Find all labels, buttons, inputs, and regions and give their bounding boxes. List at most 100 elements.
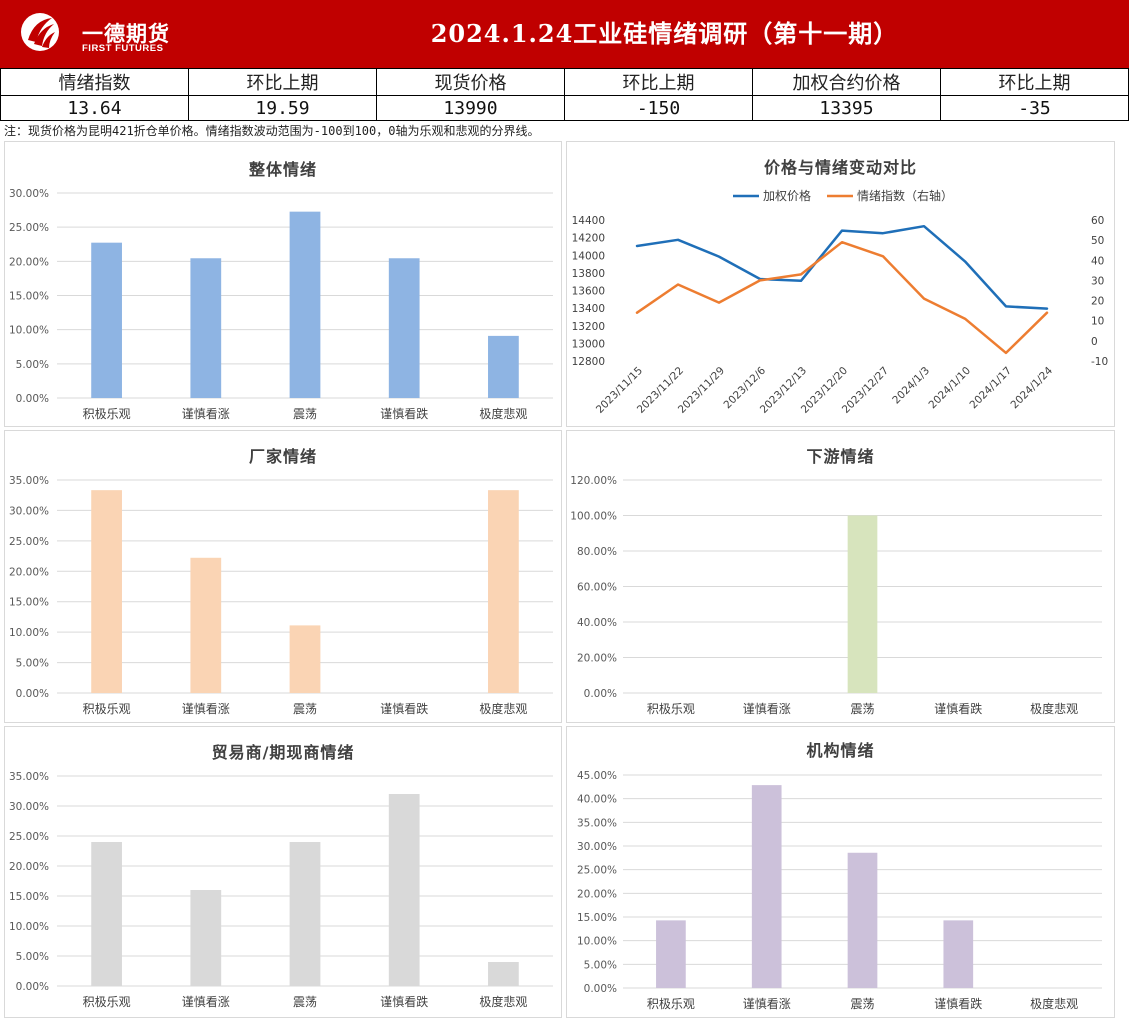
- category-label: 积极乐观: [83, 995, 131, 1009]
- y-tick-label: 0.00%: [16, 981, 49, 993]
- bar: [488, 962, 519, 986]
- bar: [488, 490, 519, 693]
- y-tick-label: 15.00%: [9, 597, 49, 609]
- category-label: 谨慎看涨: [182, 406, 230, 421]
- category-label: 谨慎看跌: [380, 406, 428, 421]
- y-tick-label: 40.00%: [577, 617, 617, 629]
- right-axis-tick-label: 10: [1091, 316, 1104, 328]
- x-tick-label: 2024/1/3: [890, 365, 932, 407]
- page-title: 2024.1.24工业硅情绪调研（第十一期）: [430, 19, 899, 48]
- summary-header-cell: 环比上期: [564, 68, 753, 96]
- summary-header-cell: 环比上期: [940, 68, 1129, 96]
- y-tick-label: 0.00%: [584, 688, 617, 700]
- company-logo: 一德期货 FIRST FUTURES: [20, 10, 180, 58]
- y-tick-label: 100.00%: [570, 511, 617, 523]
- summary-value-cell: -35: [940, 95, 1129, 121]
- factory-sentiment-chart: 0.00% 5.00% 10.00% 15.00% 20.00% 25.00% 30.00%…: [9, 475, 553, 716]
- footnote: 注：现货价格为昆明421折仓单价格。情绪指数波动范围为-100到100，0轴为乐…: [4, 124, 540, 138]
- y-tick-label: 10.00%: [9, 325, 49, 337]
- category-label: 谨慎看涨: [182, 994, 230, 1009]
- category-label: 极度悲观: [479, 701, 527, 716]
- summary-value-cell: 13.64: [0, 95, 189, 121]
- category-label: 谨慎看跌: [380, 994, 428, 1009]
- downstream-sentiment-chart: 0.00% 20.00% 40.00% 60.00% 80.00% 100.00% 120.…: [570, 475, 1102, 716]
- y-tick-label: 15.00%: [577, 912, 617, 924]
- downstream-sentiment-panel: 下游情绪 0.00% 20.00% 40.00% 60.00% 80.00% 100.00…: [566, 430, 1115, 723]
- y-tick-label: 35.00%: [9, 771, 49, 783]
- summary-value-cell: 19.59: [188, 95, 377, 121]
- y-tick-label: 30.00%: [9, 801, 49, 813]
- chart-title: 贸易商/期现商情绪: [211, 743, 355, 762]
- left-axis-tick-label: 13600: [572, 286, 605, 298]
- bar: [488, 335, 519, 398]
- y-tick-label: 15.00%: [9, 891, 49, 903]
- x-tick-label: 2024/1/17: [968, 365, 1015, 412]
- bar: [289, 842, 321, 986]
- logo-emblem-icon: [21, 13, 59, 51]
- summary-table: 情绪指数 环比上期 现货价格 环比上期 加权合约价格 环比上期 13.64 19…: [0, 68, 1129, 121]
- y-tick-label: 35.00%: [9, 475, 49, 487]
- bar: [943, 920, 974, 988]
- y-tick-label: 10.00%: [9, 627, 49, 639]
- right-axis-tick-label: -10: [1091, 356, 1108, 368]
- bar: [656, 920, 686, 988]
- y-tick-label: 80.00%: [577, 546, 617, 558]
- price-sentiment-panel: 价格与情绪变动对比 12800 13000 13200 13400 13600 13800…: [566, 141, 1115, 427]
- chart-title: 厂家情绪: [248, 447, 317, 466]
- category-label: 极度悲观: [1030, 701, 1078, 716]
- left-axis-tick-label: 14200: [572, 233, 605, 245]
- y-tick-label: 30.00%: [9, 505, 49, 517]
- y-tick-label: 0.00%: [584, 983, 617, 995]
- y-tick-label: 10.00%: [9, 921, 49, 933]
- legend-label: 情绪指数（右轴）: [857, 188, 953, 203]
- summary-header-cell: 现货价格: [376, 68, 565, 96]
- y-tick-label: 20.00%: [9, 256, 49, 268]
- y-tick-label: 0.00%: [16, 688, 49, 700]
- right-axis-tick-label: 40: [1091, 255, 1104, 267]
- bar: [751, 785, 782, 988]
- bar: [388, 258, 420, 398]
- bar: [847, 852, 878, 988]
- bar: [388, 794, 420, 986]
- bar: [91, 842, 122, 986]
- x-tick-label: 2024/1/24: [1009, 364, 1056, 411]
- x-tick-label: 2024/1/10: [927, 365, 974, 412]
- left-axis-tick-label: 14400: [572, 215, 605, 227]
- left-axis-tick-label: 13400: [572, 303, 605, 315]
- right-axis-tick-label: 0: [1091, 336, 1098, 348]
- summary-value-cell: 13990: [376, 95, 565, 121]
- legend-label: 加权价格: [763, 188, 811, 203]
- summary-value-cell: 13395: [752, 95, 941, 121]
- y-tick-label: 25.00%: [9, 222, 49, 234]
- summary-header-cell: 环比上期: [188, 68, 377, 96]
- category-label: 震荡: [850, 702, 874, 716]
- category-label: 谨慎看跌: [934, 996, 982, 1011]
- category-label: 谨慎看涨: [743, 701, 791, 716]
- y-tick-label: 20.00%: [577, 888, 617, 900]
- bar: [289, 625, 321, 693]
- overall-sentiment-panel: 整体情绪 0.00% 5.00% 10.00% 15.00% 20.00% 25.00% 3…: [4, 141, 562, 427]
- summary-value-cell: -150: [564, 95, 753, 121]
- right-axis-tick-label: 60: [1091, 215, 1104, 227]
- logo-chinese-text: 一德期货: [82, 22, 170, 46]
- category-label: 震荡: [293, 407, 317, 421]
- price-sentiment-chart: 12800 13000 13200 13400 13600 13800 14000 14200…: [572, 188, 1109, 416]
- series-line: [635, 224, 1049, 310]
- bar: [91, 242, 122, 398]
- right-axis-tick-label: 20: [1091, 296, 1104, 308]
- y-tick-label: 120.00%: [570, 475, 617, 487]
- y-tick-label: 5.00%: [16, 359, 49, 371]
- left-axis-tick-label: 13200: [572, 321, 605, 333]
- left-axis-tick-label: 13800: [572, 268, 605, 280]
- overall-sentiment-chart: 0.00% 5.00% 10.00% 15.00% 20.00% 25.00% 30.00%…: [9, 188, 553, 421]
- chart-title: 整体情绪: [248, 160, 317, 179]
- y-tick-label: 20.00%: [9, 566, 49, 578]
- institution-sentiment-chart: 0.00% 5.00% 10.00% 15.00% 20.00% 25.00% 30.00%…: [577, 770, 1102, 1011]
- left-axis-tick-label: 12800: [572, 356, 605, 368]
- y-tick-label: 35.00%: [577, 817, 617, 829]
- category-label: 谨慎看跌: [934, 701, 982, 716]
- institution-sentiment-panel: 机构情绪 0.00% 5.00% 10.00% 15.00% 20.00% 25.00% 3…: [566, 726, 1115, 1018]
- y-tick-label: 60.00%: [577, 582, 617, 594]
- trader-sentiment-chart: 0.00% 5.00% 10.00% 15.00% 20.00% 25.00% 30.00%…: [9, 771, 553, 1009]
- y-tick-label: 30.00%: [577, 841, 617, 853]
